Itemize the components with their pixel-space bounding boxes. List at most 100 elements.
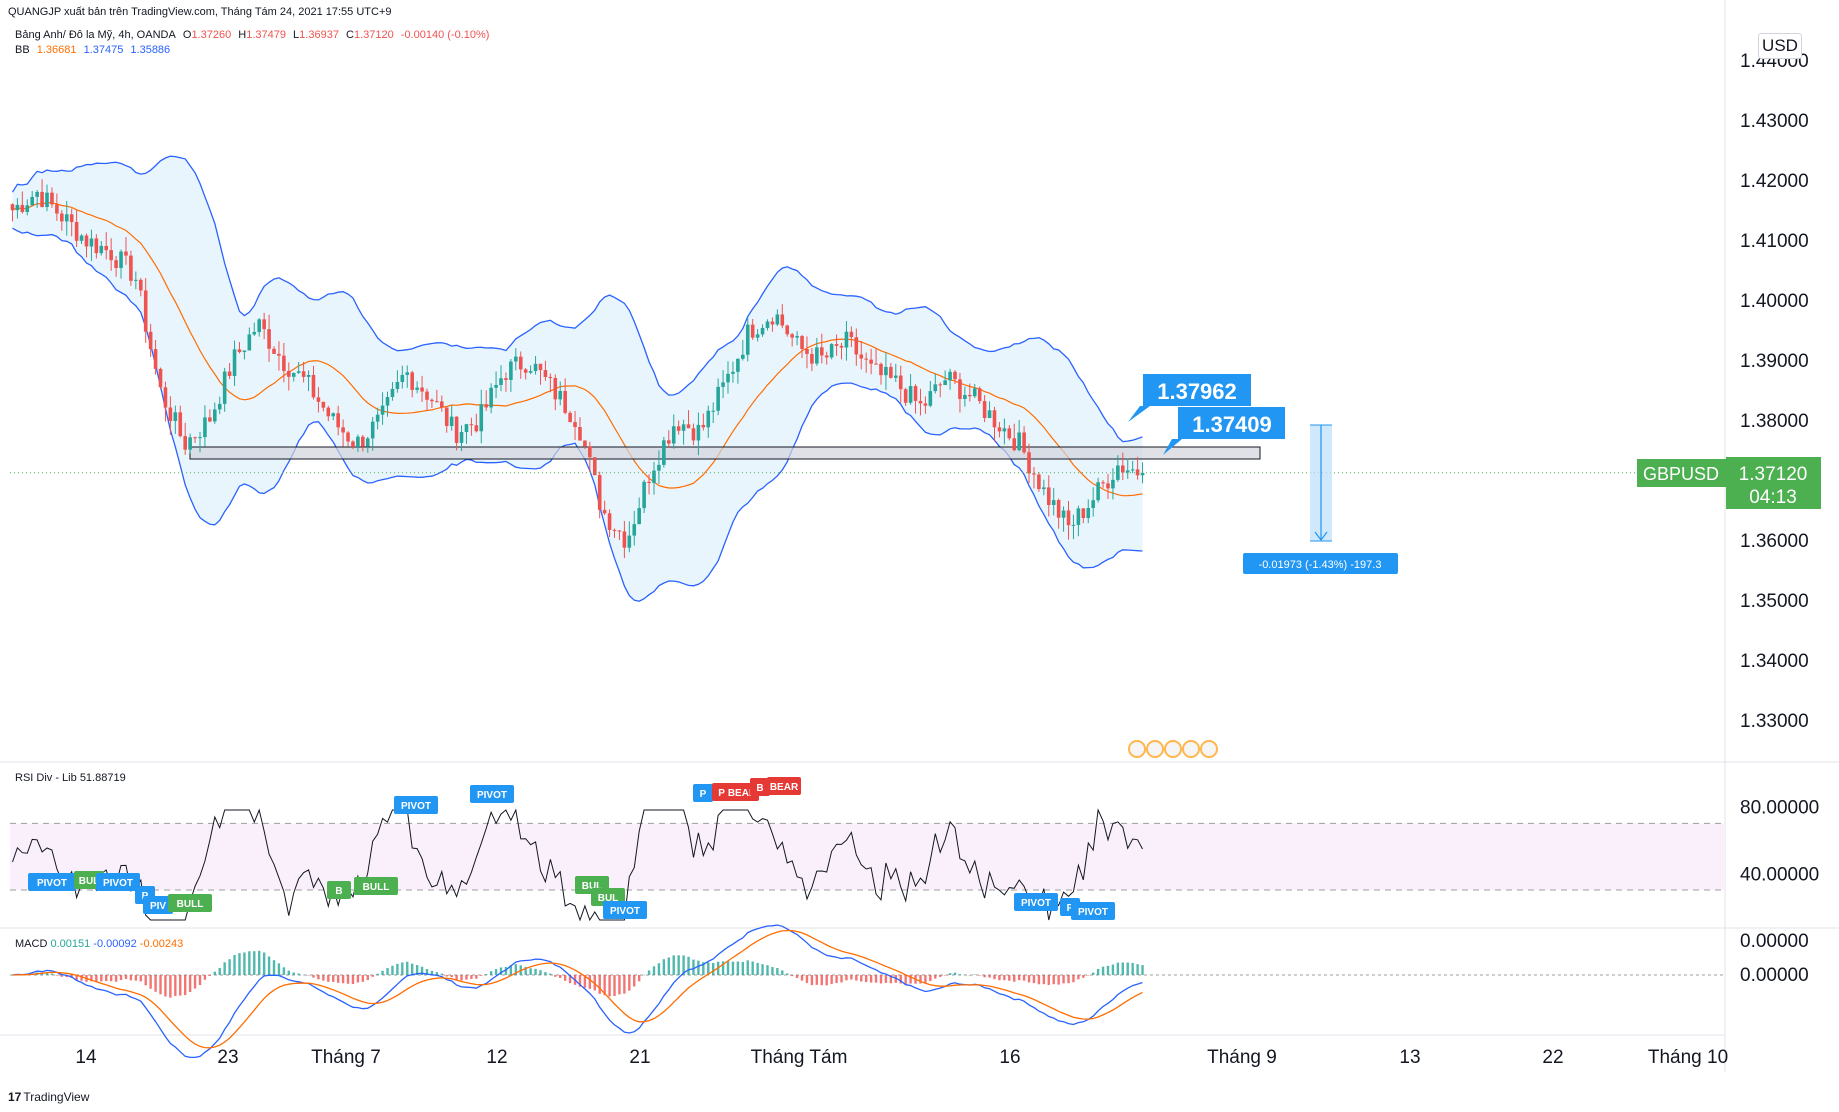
macd-histogram-bar (869, 975, 873, 983)
candle-body (237, 349, 242, 353)
event-flag-icon[interactable] (1182, 740, 1200, 758)
event-flag-icon[interactable] (1128, 740, 1146, 758)
candle-body (119, 251, 123, 269)
candle-body (380, 405, 385, 415)
candle-body (568, 412, 572, 423)
measure-label: -0.01973 (-1.43%) -197.3 (1259, 559, 1382, 571)
svg-text:PI: PI (718, 788, 728, 799)
rsi-line (12, 808, 1143, 922)
candle-body (69, 214, 74, 223)
time-axis-label: 16 (999, 1047, 1020, 1068)
candle-body (178, 412, 183, 437)
candle-body (499, 378, 503, 385)
candle-body (1076, 508, 1081, 525)
macd-histogram-bar (50, 973, 54, 975)
svg-text:P: P (700, 789, 707, 800)
macd-histogram-bar (361, 975, 365, 982)
currency-button[interactable]: USD (1758, 33, 1802, 59)
candle-body (1056, 500, 1061, 518)
macd-histogram-bar (144, 975, 147, 986)
macd-histogram-bar (243, 952, 246, 975)
callout-upper-text: 1.37962 (1157, 379, 1237, 404)
measure-arrowhead (1314, 531, 1328, 541)
candle-body (933, 384, 938, 392)
candle-body (331, 413, 336, 417)
macd-histogram-bar (465, 975, 468, 980)
event-flag-icon[interactable] (1146, 740, 1164, 758)
macd-histogram-bar (598, 975, 601, 994)
candle-body (662, 440, 666, 465)
time-axis-label: 21 (629, 1047, 650, 1068)
last-price-value: 1.37120 (1739, 464, 1808, 485)
macd-histogram-bar (95, 975, 98, 983)
macd-signal-line (12, 929, 1143, 1049)
macd-histogram-bar (855, 975, 858, 981)
candle-body (627, 535, 632, 548)
time-axis[interactable]: 14 23 Tháng 7 12 21 Tháng Tám 16 Tháng 9 13 22 Thá… (75, 1047, 1728, 1068)
candle-body (267, 329, 271, 349)
callout-upper[interactable]: 1.37962 (1128, 374, 1251, 422)
macd-histogram-bar (504, 966, 508, 975)
candle-body (696, 424, 701, 441)
macd-histogram-bar (183, 975, 187, 996)
macd-histogram-bar (736, 961, 740, 975)
macd-histogram-bar (105, 975, 108, 981)
support-zone-rectangle[interactable] (189, 446, 1261, 460)
candle-body (370, 421, 375, 439)
macd-histogram-bar (603, 975, 606, 996)
event-flag-icon[interactable] (1164, 740, 1182, 758)
macd-histogram-bar (499, 967, 503, 975)
candle-body (938, 384, 943, 386)
candle-body (1101, 482, 1105, 484)
macd-histogram-bar (277, 963, 281, 975)
svg-text:PIVOT: PIVOT (1021, 898, 1051, 909)
macd-histogram-bar (825, 975, 828, 986)
tradingview-footer[interactable]: 17 TradingView (8, 1090, 89, 1104)
macd-axis-zero: 0.00000 (1740, 965, 1809, 986)
candle-body (217, 403, 222, 410)
candle-body (272, 348, 276, 354)
rsi-tags: PIVOTBULPIVOTPPIVBULLPIVOTPIVOTBBULLBULB… (28, 777, 1115, 920)
macd-histogram-bar (410, 963, 414, 975)
macd-histogram-bar (80, 975, 83, 981)
candle-body (252, 332, 257, 335)
macd-histogram-bar (647, 970, 651, 975)
rsi-tag: BULL (354, 877, 398, 895)
macd-histogram-bar (445, 975, 448, 977)
macd-histogram-bar (781, 970, 784, 975)
candle-body (134, 279, 138, 281)
candle-body (1042, 487, 1046, 490)
macd-histogram-bar (618, 975, 621, 995)
candle-body (504, 378, 508, 380)
price-axis-label: 1.36000 (1740, 531, 1809, 552)
price-axis[interactable]: 1.440001.430001.420001.410001.400001.390… (1740, 51, 1809, 732)
candle-body (879, 363, 883, 376)
candle-body (775, 314, 780, 325)
macd-histogram-bar (559, 975, 562, 978)
callout-lower[interactable]: 1.37409 (1163, 407, 1285, 455)
candle-body (89, 238, 94, 247)
time-axis-label: 13 (1399, 1047, 1420, 1068)
rsi-tag: B (327, 881, 351, 899)
macd-histogram-bar (568, 975, 572, 984)
event-flag-icon[interactable] (1200, 740, 1218, 758)
macd-histogram-bar (652, 966, 656, 975)
macd-histogram-bar (351, 975, 355, 985)
macd-histogram-bar (1101, 966, 1105, 975)
macd-histogram-bar (934, 975, 937, 979)
candle-body (578, 427, 582, 441)
svg-text:PIVOT: PIVOT (610, 906, 640, 917)
candle-body (874, 363, 878, 365)
events-icons[interactable] (1128, 740, 1218, 758)
candle-body (449, 416, 454, 426)
candle-body (1061, 510, 1066, 518)
macd-histogram-bar (741, 962, 745, 975)
candle-body (301, 371, 306, 377)
ohlc-change: -0.00140 (-0.10%) (400, 29, 490, 41)
macd-histogram-bar (929, 975, 932, 982)
macd-histogram-bar (485, 974, 488, 975)
candle-body (548, 376, 553, 378)
tradingview-brand: TradingView (23, 1090, 90, 1104)
macd-histogram-bar (766, 965, 769, 975)
